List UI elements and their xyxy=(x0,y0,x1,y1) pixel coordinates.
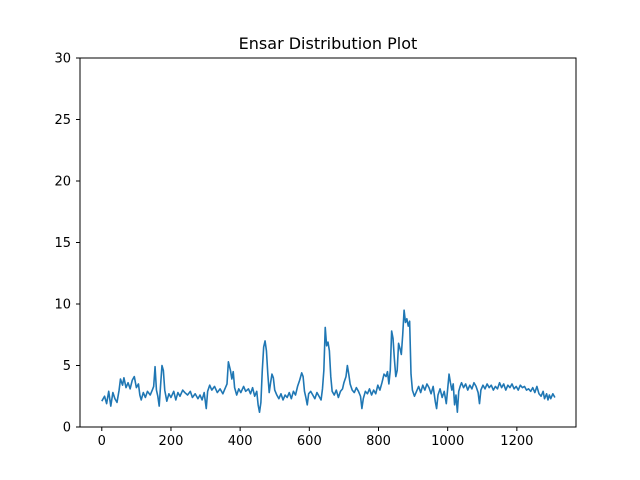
x-tick-label: 200 xyxy=(159,434,184,449)
x-tick-label: 0 xyxy=(98,434,106,449)
y-tick-label: 10 xyxy=(54,298,71,313)
x-tick-label: 800 xyxy=(366,434,391,449)
y-tick-label: 20 xyxy=(54,175,71,190)
chart-title: Ensar Distribution Plot xyxy=(239,34,418,53)
y-tick-label: 5 xyxy=(63,359,71,374)
series-line-0 xyxy=(101,309,556,414)
x-tick-label: 1000 xyxy=(431,434,464,449)
y-tick-label: 15 xyxy=(54,236,71,251)
x-axis: 0 200 400 600 800 1000 1200 xyxy=(98,427,533,449)
x-tick-label: 400 xyxy=(228,434,253,449)
x-tick-label: 600 xyxy=(297,434,322,449)
plot-area xyxy=(79,57,577,428)
y-axis: 0 5 10 15 20 25 30 xyxy=(54,52,80,436)
y-tick-label: 30 xyxy=(54,52,71,67)
y-tick-label: 0 xyxy=(63,421,71,436)
x-tick-label: 1200 xyxy=(500,434,533,449)
y-tick-label: 25 xyxy=(54,113,71,128)
